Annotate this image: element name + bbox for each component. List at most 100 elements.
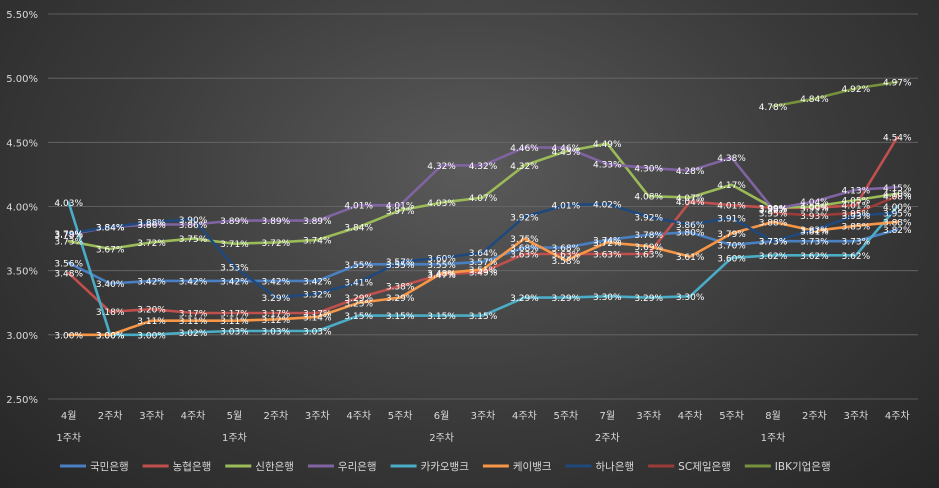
data-label: 3.30% — [676, 293, 705, 303]
data-label: 3.84% — [96, 224, 125, 234]
data-label: 3.73% — [842, 238, 871, 248]
x-tick-sublabel: 2주차 — [595, 432, 620, 444]
data-label: 4.01% — [344, 202, 373, 212]
data-label: 3.55% — [386, 261, 415, 271]
series-line-7 — [67, 202, 899, 299]
series-line-5 — [67, 201, 899, 337]
data-label: 3.90% — [179, 216, 208, 226]
data-label: 3.17% — [303, 310, 332, 320]
data-label: 4.05% — [842, 197, 871, 207]
data-label: 3.74% — [303, 236, 332, 246]
x-tick-label: 5주차 — [388, 410, 413, 422]
data-label: 4.04% — [800, 198, 829, 208]
data-label: 3.00% — [137, 331, 166, 341]
data-label: 3.89% — [262, 217, 291, 227]
data-label: 3.29% — [262, 294, 291, 304]
legend-label: 국민은행 — [90, 461, 129, 473]
data-label: 3.75% — [179, 235, 208, 245]
data-label: 3.51% — [469, 266, 498, 276]
data-label: 3.99% — [759, 204, 788, 214]
series-line-1 — [67, 228, 899, 285]
data-label: 3.69% — [634, 243, 663, 253]
data-label: 4.01% — [842, 202, 871, 212]
data-label: 4.08% — [634, 193, 663, 203]
data-label: 3.42% — [303, 277, 332, 287]
data-label: 3.12% — [262, 316, 291, 326]
data-label: 4.32% — [510, 162, 539, 172]
data-label: 3.57% — [386, 258, 415, 268]
x-tick-label: 5주차 — [553, 410, 578, 422]
data-label: 3.99% — [759, 204, 788, 214]
data-label: 3.73% — [800, 238, 829, 248]
data-label: 3.55% — [427, 261, 456, 271]
data-label: 3.68% — [552, 244, 581, 254]
data-label: 3.93% — [842, 212, 871, 222]
data-label: 4.32% — [469, 162, 498, 172]
data-label: 4.17% — [717, 181, 746, 191]
data-label: 3.79% — [54, 230, 83, 240]
data-label: 4.43% — [552, 148, 581, 158]
data-label: 3.41% — [344, 279, 373, 289]
series-line-3 — [67, 142, 899, 251]
data-label: 4.01% — [717, 202, 746, 212]
x-tick-label: 4주차 — [885, 410, 910, 422]
data-label: 3.71% — [220, 240, 249, 250]
data-label: 4.38% — [717, 154, 746, 164]
data-label: 3.18% — [96, 308, 125, 318]
data-label: 3.86% — [137, 221, 166, 231]
data-label: 3.97% — [386, 207, 415, 217]
data-label: 3.61% — [676, 253, 705, 263]
data-label: 4.46% — [552, 144, 581, 154]
data-label: 3.53% — [220, 263, 249, 273]
data-label: 4.78% — [759, 103, 788, 113]
data-label: 3.15% — [469, 312, 498, 322]
data-label: 3.72% — [593, 239, 622, 249]
x-tick-label: 3주차 — [843, 410, 868, 422]
data-label: 3.63% — [510, 250, 539, 260]
x-tick-label: 3주차 — [471, 410, 496, 422]
data-label: 3.63% — [552, 250, 581, 260]
data-label: 3.60% — [717, 254, 746, 264]
data-label: 3.49% — [469, 268, 498, 278]
series-line-6 — [67, 220, 899, 337]
data-label: 4.97% — [883, 79, 912, 89]
data-label: 3.17% — [179, 310, 208, 320]
x-tick-label: 3주차 — [636, 410, 661, 422]
data-label: 3.70% — [717, 242, 746, 252]
legend-label: 농협은행 — [173, 460, 212, 473]
data-label: 3.11% — [137, 317, 166, 327]
data-label: 4.00% — [800, 203, 829, 213]
series-line-8 — [771, 194, 899, 217]
data-label: 4.54% — [883, 134, 912, 144]
data-label: 3.63% — [634, 250, 663, 260]
data-label: 3.15% — [344, 312, 373, 322]
data-label: 3.95% — [883, 209, 912, 219]
x-tick-label: 8월 — [765, 410, 781, 422]
data-label: 3.42% — [262, 277, 291, 287]
data-label: 3.14% — [303, 313, 332, 323]
data-label: 3.82% — [800, 226, 829, 236]
data-label: 3.40% — [96, 280, 125, 290]
data-label: 3.63% — [593, 250, 622, 260]
data-label: 3.62% — [800, 252, 829, 262]
data-label: 4.32% — [427, 162, 456, 172]
data-label: 4.07% — [676, 194, 705, 204]
data-label: 3.00% — [54, 331, 83, 341]
x-tick-sublabel: 1주차 — [761, 432, 786, 444]
data-label: 4.03% — [54, 199, 83, 209]
data-label: 3.64% — [469, 249, 498, 259]
data-label: 3.78% — [54, 231, 83, 241]
data-label: 4.33% — [593, 161, 622, 171]
data-label: 4.01% — [386, 202, 415, 212]
x-tick-label: 2주차 — [263, 410, 288, 422]
data-label: 3.20% — [137, 306, 166, 316]
data-label: 3.38% — [386, 283, 415, 293]
x-tick-label: 5월 — [227, 410, 243, 422]
data-label: 3.60% — [427, 254, 456, 264]
data-label: 3.48% — [427, 270, 456, 280]
series-line-2 — [67, 135, 899, 315]
x-tick-label: 3주차 — [305, 410, 330, 422]
data-label: 3.84% — [344, 224, 373, 234]
x-tick-label: 4주차 — [512, 410, 537, 422]
data-label: 3.72% — [137, 239, 166, 249]
